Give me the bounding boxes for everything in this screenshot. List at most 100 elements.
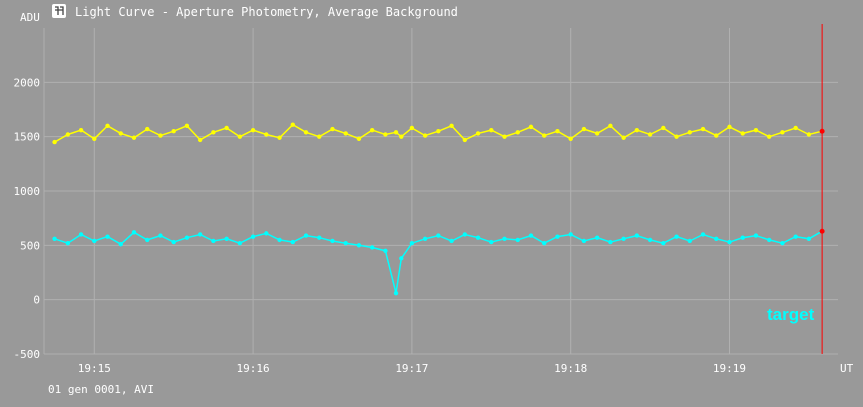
y-tick-label: 500 [20,239,40,252]
target-data-point [449,238,454,244]
x-tick-label: 19:17 [395,362,428,375]
target-data-point [118,242,123,247]
target-data-point [462,232,468,237]
background-series-line [54,123,823,143]
target-data-point [184,235,190,240]
background-data-point [383,132,388,137]
background-data-point [303,130,309,135]
y-tick-label: 0 [33,294,40,307]
target-data-point [264,231,269,236]
background-data-point [687,130,692,135]
target-data-point [542,240,547,246]
background-data-point [105,123,110,128]
background-data-point [399,134,404,139]
x-tick-label: 19:16 [237,362,270,375]
background-data-point [581,126,587,132]
grid [43,28,838,355]
background-data-point [250,127,256,133]
background-data-point [224,125,229,131]
background-data-point [661,125,666,131]
target-data-point [356,243,362,248]
background-data-point [594,131,600,136]
target-data-point [409,240,415,246]
target-data-point [65,240,71,246]
background-data-point [118,131,123,136]
background-data-point [52,139,57,145]
background-data-point [277,135,282,140]
background-data-point [528,124,534,130]
legend-target-label: target [767,305,815,324]
x-tick-label: 19:15 [78,362,111,375]
target-data-point [78,232,84,237]
background-data-point [197,137,203,143]
background-data-point [158,133,163,138]
target-data-point [52,236,57,242]
background-data-point [78,127,84,133]
background-data-point [502,134,507,139]
background-data-point [65,132,71,137]
background-data-point [393,130,399,135]
target-data-point [436,233,441,238]
target-data-point [594,235,600,240]
target-data-point [171,239,176,245]
target-data-point [277,237,282,243]
target-data-point [489,239,494,245]
y-tick-label: 1500 [14,131,41,144]
background-data-point [264,132,269,137]
target-data-point [290,239,295,245]
target-data-point [766,237,772,243]
background-data-point [555,129,560,134]
background-data-point [131,135,137,140]
background-data-point [290,122,295,127]
target-data-point [330,238,335,244]
target-data-point [197,232,203,237]
target-data-point [806,236,812,242]
target-data-point [422,236,428,242]
target-data-point [528,233,534,238]
target-data-point [131,230,137,235]
target-data-point [700,232,706,237]
target-data-point [740,235,745,240]
target-data-point [555,234,560,239]
target-data-point [237,240,243,246]
cursor-marker [819,128,825,134]
target-data-point [250,234,256,239]
target-data-point [634,233,640,238]
background-data-point [369,127,375,133]
background-data-point [436,129,441,134]
background-data-point [462,137,468,143]
target-data-point [674,234,679,239]
y-tick-label: 1000 [14,185,41,198]
background-data-point [568,136,573,142]
cursor-marker [819,228,825,234]
background-data-point [211,130,216,135]
title-bar: Light Curve - Aperture Photometry, Avera… [52,4,458,19]
cursor[interactable] [819,24,825,354]
target-data-point [211,238,216,244]
target-data-point [317,235,322,240]
background-data-point [714,133,719,138]
target-data-point [647,237,653,243]
background-data-point [475,131,481,136]
x-tick-label: 19:19 [713,362,746,375]
background-data-point [766,134,772,139]
background-data-point [356,136,362,142]
target-data-point [369,245,375,250]
background-data-point [727,124,732,130]
background-data-point [489,127,494,133]
target-data-point [383,248,388,253]
background-data-point [608,123,613,128]
target-data-point [581,238,587,244]
y-tick-label: 2000 [14,76,41,89]
light-curve-app-icon[interactable] [52,4,66,18]
chart-title: Light Curve - Aperture Photometry, Avera… [75,5,458,19]
tick-labels: -500 0 500 1000 1500 2000 19:15 19:16 19:17 19:18… [14,76,747,375]
target-data-point [145,237,150,243]
target-data-point [502,236,507,242]
background-data-point [171,129,176,134]
background-data-point [330,126,335,132]
background-data-point [92,136,97,142]
target-data-point [608,239,613,245]
